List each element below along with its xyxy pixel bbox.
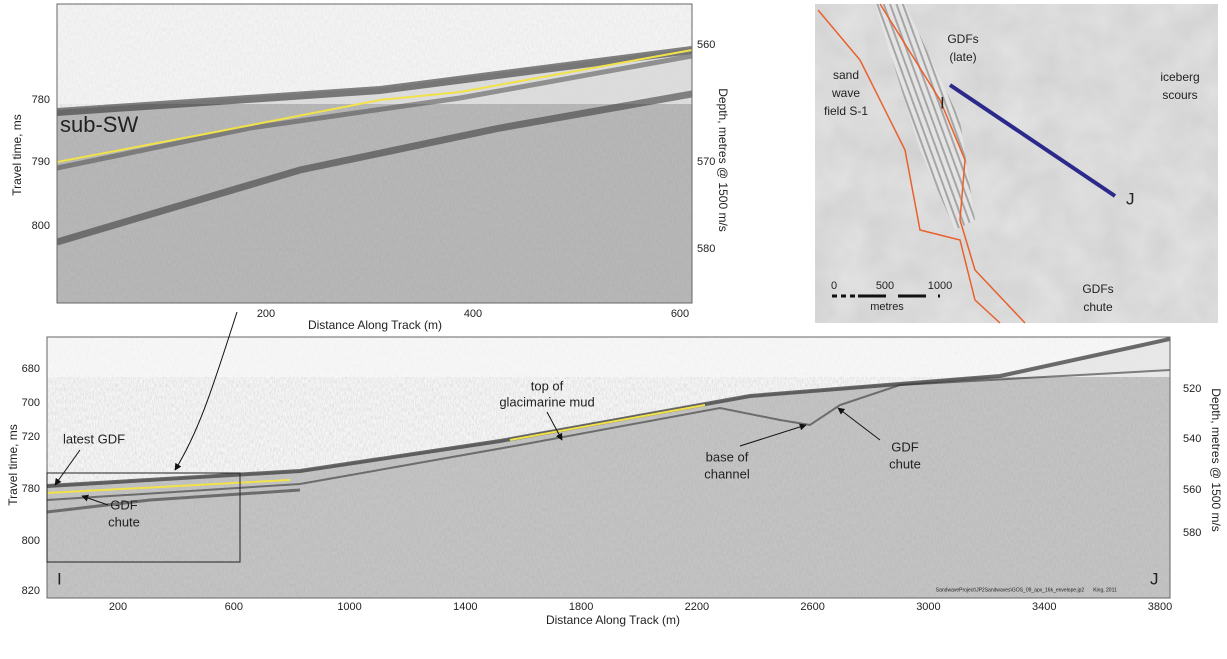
annotation: chute	[889, 456, 921, 471]
x-tick-label: 1000	[337, 601, 361, 613]
x-tick-label: 600	[225, 601, 243, 613]
y2-tick-label: 570	[697, 156, 715, 168]
map	[815, 4, 1218, 323]
y-tick-label: 800	[32, 220, 50, 232]
x-tick-label: 3800	[1148, 601, 1172, 613]
annotation: chute	[108, 514, 140, 529]
map-label: sand	[833, 68, 859, 82]
scale-label: 500	[876, 280, 894, 292]
profile-end: J	[1126, 189, 1135, 208]
x-tick-label: 3000	[916, 601, 940, 613]
map-label: (late)	[949, 50, 976, 64]
y2-tick-label: 520	[1183, 383, 1201, 395]
profile-start: I	[940, 93, 945, 112]
x-tick-label: 3400	[1032, 601, 1056, 613]
annotation: glacimarine mud	[499, 394, 594, 409]
map-label: GDFs	[947, 32, 978, 46]
y-tick-label: 780	[22, 483, 40, 495]
map-label: wave	[831, 86, 860, 100]
x-tick-label: 600	[671, 308, 689, 320]
x-tick-label: 200	[109, 601, 127, 613]
map-label: GDFs	[1082, 282, 1113, 296]
x-tick-label: 2600	[800, 601, 824, 613]
map-label: field S-1	[824, 104, 868, 118]
profile-end: J	[1150, 569, 1159, 588]
y-tick-label: 680	[22, 363, 40, 375]
x-tick-label: 2200	[685, 601, 709, 613]
y2-tick-label: 540	[1183, 433, 1201, 445]
y2-label: Depth, metres @ 1500 m/s	[1209, 388, 1223, 532]
annotation: sub-SW	[60, 112, 138, 137]
x-tick-label: 400	[464, 308, 482, 320]
annotation: GDF	[891, 439, 919, 454]
scale-label: 1000	[928, 280, 952, 292]
map-label: scours	[1162, 88, 1197, 102]
map-label: chute	[1083, 300, 1113, 314]
y2-tick-label: 560	[697, 39, 715, 51]
x-label: Distance Along Track (m)	[546, 613, 680, 627]
scale-unit: metres	[870, 301, 904, 313]
y2-label: Depth, metres @ 1500 m/s	[716, 88, 730, 232]
top-seismic	[57, 4, 692, 303]
credit: King, 2011	[1093, 587, 1117, 593]
profile-start: I	[57, 569, 62, 588]
annotation: top of	[531, 378, 564, 393]
credit: SandwaveProject\JP2Sandwaves\GOS_09_apx_…	[936, 587, 1085, 593]
annotation: latest GDF	[63, 431, 125, 446]
x-tick-label: 1400	[453, 601, 477, 613]
scale-label: 0	[831, 280, 837, 292]
x-label: Distance Along Track (m)	[308, 318, 442, 332]
x-tick-label: 200	[257, 308, 275, 320]
y2-tick-label: 580	[697, 243, 715, 255]
annotation: channel	[704, 466, 750, 481]
y2-tick-label: 560	[1183, 484, 1201, 496]
y-tick-label: 780	[32, 94, 50, 106]
y-tick-label: 820	[22, 585, 40, 597]
y-tick-label: 800	[22, 535, 40, 547]
y-tick-label: 720	[22, 431, 40, 443]
figure: sub-SW Travel time, ms 780 790 800 560 5…	[0, 0, 1227, 659]
map-label: iceberg	[1160, 70, 1199, 84]
annotation: base of	[706, 449, 749, 464]
y-tick-label: 790	[32, 156, 50, 168]
x-tick-label: 1800	[569, 601, 593, 613]
y-label: Travel time, ms	[6, 424, 20, 506]
annotation: GDF	[110, 497, 138, 512]
y-tick-label: 700	[22, 397, 40, 409]
y2-tick-label: 580	[1183, 527, 1201, 539]
y-label: Travel time, ms	[10, 114, 24, 196]
bottom-seismic	[47, 337, 1170, 598]
